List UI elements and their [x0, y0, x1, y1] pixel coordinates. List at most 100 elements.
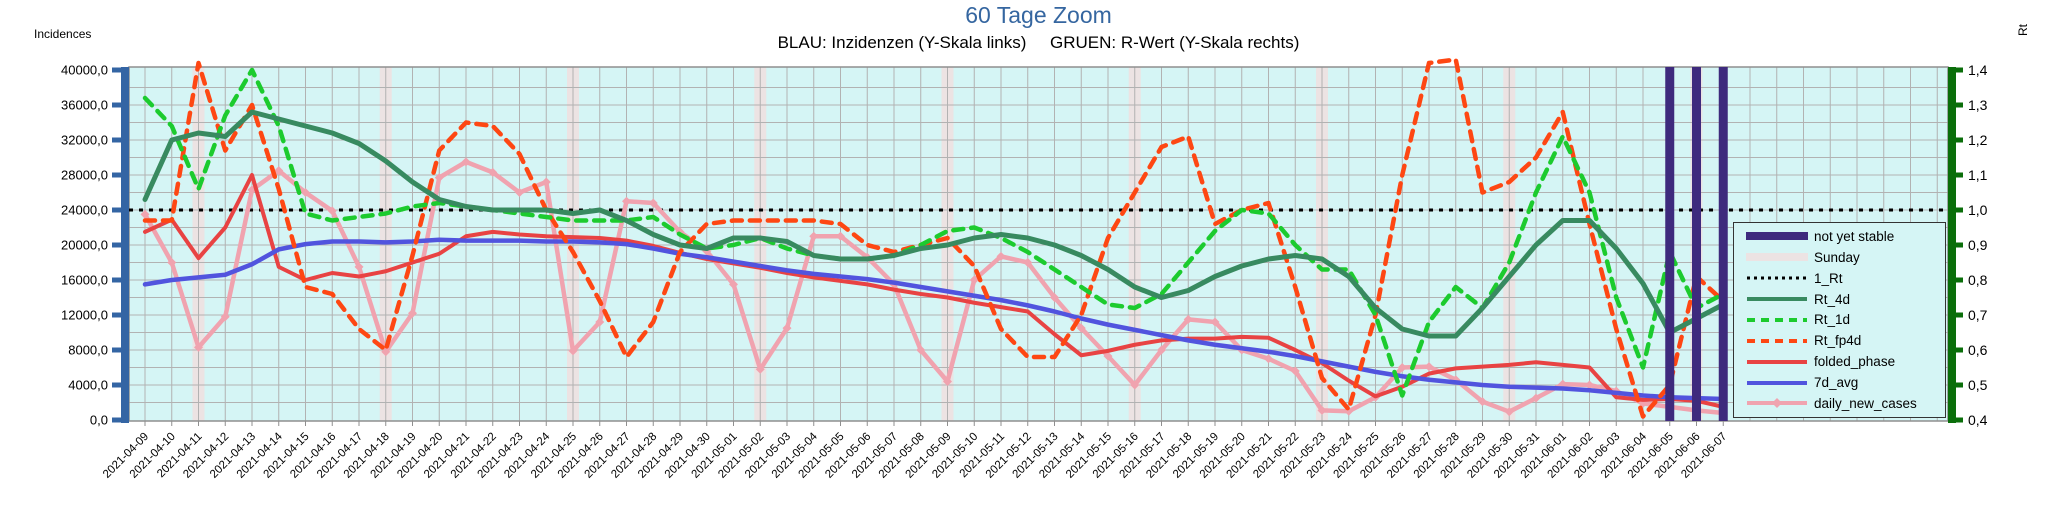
series-marker-daily_new_cases — [996, 251, 1006, 261]
left-axis-tick — [112, 277, 121, 283]
left-axis-tick — [112, 347, 121, 353]
left-axis-tick-label: 32000,0 — [61, 133, 108, 148]
series-line-7d_avg — [142, 237, 1726, 402]
series-marker-daily_new_cases — [327, 206, 337, 216]
legend-swatch — [1746, 251, 1808, 263]
legend-item-rt-fp4d: Rt_fp4d — [1734, 331, 1945, 351]
series-line-Rt_4d — [142, 109, 1726, 339]
left-axis-tick — [112, 417, 121, 423]
series-marker-daily_new_cases — [1478, 397, 1487, 407]
series-line-folded_phase — [143, 173, 1726, 409]
series-marker-daily_new_cases — [782, 323, 792, 333]
series-line-Rt_1d — [142, 67, 1726, 398]
legend-swatch — [1746, 377, 1808, 389]
series-marker-daily_new_cases — [381, 347, 391, 357]
series-marker-daily_new_cases — [408, 308, 417, 318]
series-marker-daily_new_cases — [969, 275, 979, 285]
legend-item-label: daily_new_cases — [1814, 395, 1917, 411]
legend-item-label: 1_Rt — [1814, 270, 1843, 286]
right-axis-tick — [1956, 67, 1963, 73]
right-axis-tick — [1956, 242, 1963, 248]
right-axis-tick — [1956, 102, 1963, 108]
right-axis-tick — [1956, 207, 1963, 213]
right-axis-tick-label: 1,2 — [1968, 132, 1988, 148]
legend-item-label: not yet stable — [1814, 228, 1895, 244]
right-axis-line — [1948, 67, 1956, 423]
right-axis-tick — [1956, 137, 1963, 143]
series-marker-daily_new_cases — [167, 258, 177, 267]
left-axis-tick-label: 28000,0 — [61, 168, 108, 183]
series-marker-daily_new_cases — [220, 312, 230, 322]
series-marker-daily_new_cases — [434, 173, 444, 183]
series-marker-daily_new_cases — [1157, 345, 1166, 355]
legend-item-label: folded_phase — [1814, 354, 1896, 370]
legend-swatch — [1746, 272, 1808, 284]
series-marker-daily_new_cases — [1130, 380, 1140, 390]
left-axis-tick-label: 4000,0 — [68, 378, 108, 393]
right-axis-tick-label: 0,6 — [1968, 342, 1988, 358]
series-marker-daily_new_cases — [354, 262, 364, 272]
left-axis-tick — [112, 207, 121, 213]
series-marker-daily_new_cases — [648, 198, 658, 208]
legend: not yet stable Sunday 1_Rt Rt_4d Rt_1d Rt_fp4… — [1733, 222, 1946, 418]
series-marker-daily_new_cases — [1585, 380, 1594, 390]
series-marker-daily_new_cases — [140, 209, 150, 219]
right-axis-tick — [1956, 312, 1963, 318]
right-axis-tick-label: 1,3 — [1968, 97, 1988, 113]
right-axis-tick — [1956, 382, 1963, 388]
right-axis-tick-label: 1,0 — [1968, 202, 1988, 218]
left-axis-tick-label: 36000,0 — [61, 98, 108, 113]
series-marker-daily_new_cases — [568, 346, 578, 356]
right-axis-tick-label: 0,7 — [1968, 307, 1988, 323]
legend-swatch — [1746, 356, 1808, 368]
legend-item-rt-1d: Rt_1d — [1734, 310, 1945, 330]
series-marker-daily_new_cases — [729, 279, 738, 289]
left-axis-tick-label: 12000,0 — [61, 308, 108, 323]
series-marker-daily_new_cases — [1397, 363, 1407, 372]
left-axis-title: Incidences — [34, 27, 92, 41]
series-marker-daily_new_cases — [1183, 314, 1193, 324]
series-marker-daily_new_cases — [488, 167, 498, 177]
left-axis-tick — [112, 102, 121, 108]
series-marker-daily_new_cases — [1050, 293, 1059, 302]
series-marker-daily_new_cases — [1531, 393, 1541, 403]
series-marker-daily_new_cases — [274, 166, 284, 176]
left-axis-tick — [112, 137, 121, 143]
left-axis-tick-label: 8000,0 — [68, 343, 108, 358]
series-marker-daily_new_cases — [1210, 317, 1220, 327]
left-axis-tick-label: 0,0 — [90, 413, 108, 428]
series-marker-daily_new_cases — [1264, 354, 1273, 364]
left-axis-tick — [112, 67, 121, 73]
left-axis-tick — [112, 312, 121, 318]
legend-item-folded-phase: folded_phase — [1734, 352, 1945, 372]
legend-swatch — [1746, 314, 1808, 326]
left-axis-tick-label: 16000,0 — [61, 273, 108, 288]
series-marker-daily_new_cases — [194, 342, 203, 352]
legend-item-label: Rt_4d — [1814, 291, 1851, 307]
legend-item-daily-new-cases: daily_new_cases — [1734, 393, 1945, 413]
series-line-Rt_fp4d — [142, 57, 1726, 419]
legend-swatch — [1746, 293, 1808, 305]
series-marker-daily_new_cases — [1317, 405, 1327, 415]
series-marker-daily_new_cases — [1424, 362, 1434, 372]
left-axis-tick — [112, 382, 121, 388]
series-marker-daily_new_cases — [1076, 323, 1086, 333]
series-marker-daily_new_cases — [809, 231, 819, 241]
series-marker-daily_new_cases — [1290, 366, 1300, 376]
left-axis-line — [121, 67, 129, 423]
right-axis-tick-label: 0,9 — [1968, 237, 1988, 253]
left-axis-tick-label: 24000,0 — [61, 203, 108, 218]
right-axis-tick-label: 1,4 — [1968, 62, 1988, 78]
left-axis-tick — [112, 172, 121, 178]
legend-item-label: 7d_avg — [1814, 375, 1859, 391]
legend-item-sunday: Sunday — [1734, 247, 1945, 267]
right-axis-tick — [1956, 172, 1963, 178]
legend-item-7d-avg: 7d_avg — [1734, 373, 1945, 393]
chart-subtitle: BLAU: Inzidenzen (Y-Skala links) GRUEN: … — [777, 33, 1300, 52]
legend-item-1-rt: 1_Rt — [1734, 268, 1945, 288]
page-title: 60 Tage Zoom — [965, 2, 1112, 28]
left-axis-tick — [112, 242, 121, 248]
right-axis-tick — [1956, 417, 1963, 423]
